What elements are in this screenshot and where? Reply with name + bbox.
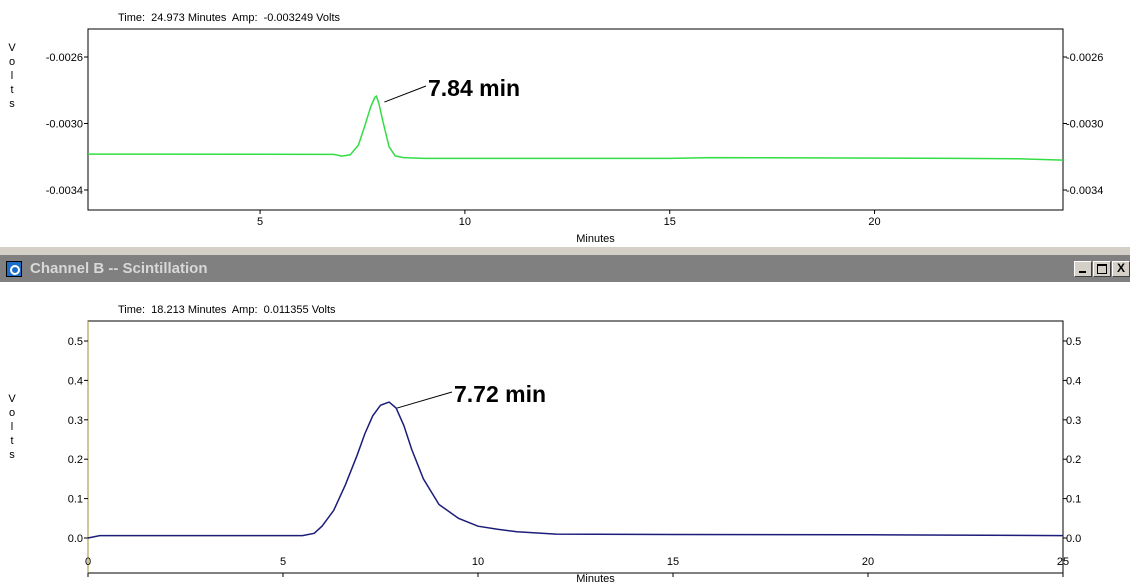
- x-tick-label: 5: [280, 556, 286, 568]
- annotation-label: 7.84 min: [428, 75, 520, 101]
- y-axis-label-letter: t: [10, 84, 13, 96]
- y-axis-label-letter: o: [9, 56, 15, 68]
- y-tick-label-right: 0.1: [1066, 494, 1081, 506]
- x-tick-label: 15: [664, 216, 676, 228]
- y-tick-label-right: 0.2: [1066, 454, 1081, 466]
- y-axis-label-letter: V: [8, 393, 16, 405]
- y-axis-label: Volts: [8, 42, 16, 110]
- y-axis-label-letter: l: [11, 421, 13, 433]
- y-tick-label-left: 0.4: [68, 375, 83, 387]
- y-tick-label-left: 0.0: [68, 533, 83, 545]
- y-tick-label-left: 0.2: [68, 454, 83, 466]
- y-axis-ticks: 0.0 0.0 0.1 0.1 0.2 0.2 0.3 0.3 0.4 0.4 0.5 0.5: [68, 336, 1082, 545]
- channel-icon[interactable]: [6, 261, 22, 277]
- time-value: 24.973 Minutes: [151, 12, 227, 24]
- y-tick-label-right: -0.0034: [1066, 185, 1103, 197]
- x-tick-label: 0: [85, 556, 91, 568]
- y-axis-label-letter: l: [11, 70, 13, 82]
- y-axis-ticks: -0.0026 -0.0026 -0.0030 -0.0030 -0.0034 -0.00…: [46, 52, 1104, 197]
- amp-value: -0.003249 Volts: [263, 12, 341, 24]
- time-label: Time:: [118, 12, 146, 24]
- y-tick-label-left: -0.0026: [46, 52, 83, 64]
- cursor-readout-b: Time: 18.213 Minutes Amp: 0.011355 Volts: [118, 304, 339, 316]
- x-tick-label: 25: [1057, 556, 1069, 568]
- y-axis-label-letter: V: [8, 42, 16, 54]
- y-tick-label-right: 0.4: [1066, 375, 1081, 387]
- cursor-readout-a: Time: 24.973 Minutes Amp: -0.003249 Volt…: [118, 12, 343, 24]
- amp-label: Amp:: [231, 304, 258, 316]
- y-tick-label-left: 0.3: [68, 415, 83, 427]
- amp-label: Amp:: [231, 12, 258, 24]
- pane-divider[interactable]: [0, 246, 1130, 256]
- x-tick-label: 20: [862, 556, 874, 568]
- x-tick-label: 5: [257, 216, 263, 228]
- x-tick-label: 10: [472, 556, 484, 568]
- y-tick-label-right: 0.0: [1066, 533, 1081, 545]
- annotation-leader: [396, 391, 453, 409]
- minimize-button[interactable]: [1074, 261, 1092, 277]
- x-axis-ticks: 5 10 15 20: [257, 210, 881, 228]
- time-label: Time:: [118, 304, 146, 316]
- annotation-leader: [384, 85, 427, 103]
- annotation-label: 7.72 min: [454, 381, 546, 407]
- y-tick-label-right: 0.5: [1066, 336, 1081, 348]
- time-value: 18.213 Minutes: [151, 304, 227, 316]
- y-axis-label-letter: s: [9, 98, 15, 110]
- y-axis-label-letter: s: [9, 449, 15, 461]
- peak-annotation: 7.72 min: [396, 381, 546, 409]
- y-tick-label-left: -0.0030: [46, 119, 83, 131]
- x-tick-label: 10: [459, 216, 471, 228]
- y-tick-label-right: -0.0030: [1066, 119, 1103, 131]
- window-title: Channel B -- Scintillation: [30, 260, 208, 277]
- x-tick-label: 15: [667, 556, 679, 568]
- x-axis-ticks: 0 5 10 15 20 25: [85, 556, 1069, 577]
- maximize-button[interactable]: [1093, 261, 1111, 277]
- y-tick-label-right: 0.3: [1066, 415, 1081, 427]
- y-tick-label-left: 0.1: [68, 494, 83, 506]
- chromatogram-chart-b[interactable]: 0.0 0.0 0.1 0.1 0.2 0.2 0.3 0.3 0.4 0.4 0.5 0.5 0 5 10…: [0, 282, 1130, 584]
- data-line: [87, 94, 1064, 161]
- y-tick-label-right: -0.0026: [1066, 52, 1103, 64]
- window-titlebar[interactable]: Channel B -- Scintillation X: [0, 256, 1130, 282]
- data-line: [87, 401, 1064, 539]
- y-tick-label-left: -0.0034: [46, 185, 83, 197]
- plot-frame: [87, 320, 1064, 574]
- x-tick-label: 20: [868, 216, 880, 228]
- y-axis-label-letter: t: [10, 435, 13, 447]
- peak-annotation: 7.84 min: [384, 75, 520, 103]
- chromatogram-chart-a[interactable]: -0.0026 -0.0026 -0.0030 -0.0030 -0.0034 -0.00…: [0, 0, 1130, 246]
- chart-pane-a: Time: 24.973 Minutes Amp: -0.003249 Volt…: [0, 0, 1130, 246]
- x-axis-label: Minutes: [576, 233, 615, 245]
- plot-frame: [87, 28, 1064, 211]
- amp-value: 0.011355 Volts: [263, 304, 336, 316]
- y-axis-label-letter: o: [9, 407, 15, 419]
- close-button[interactable]: X: [1112, 261, 1130, 277]
- chart-pane-b: Time: 18.213 Minutes Amp: 0.011355 Volts…: [0, 282, 1130, 584]
- x-axis-label: Minutes: [576, 573, 615, 584]
- y-axis-label: Volts: [8, 393, 16, 461]
- y-tick-label-left: 0.5: [68, 336, 83, 348]
